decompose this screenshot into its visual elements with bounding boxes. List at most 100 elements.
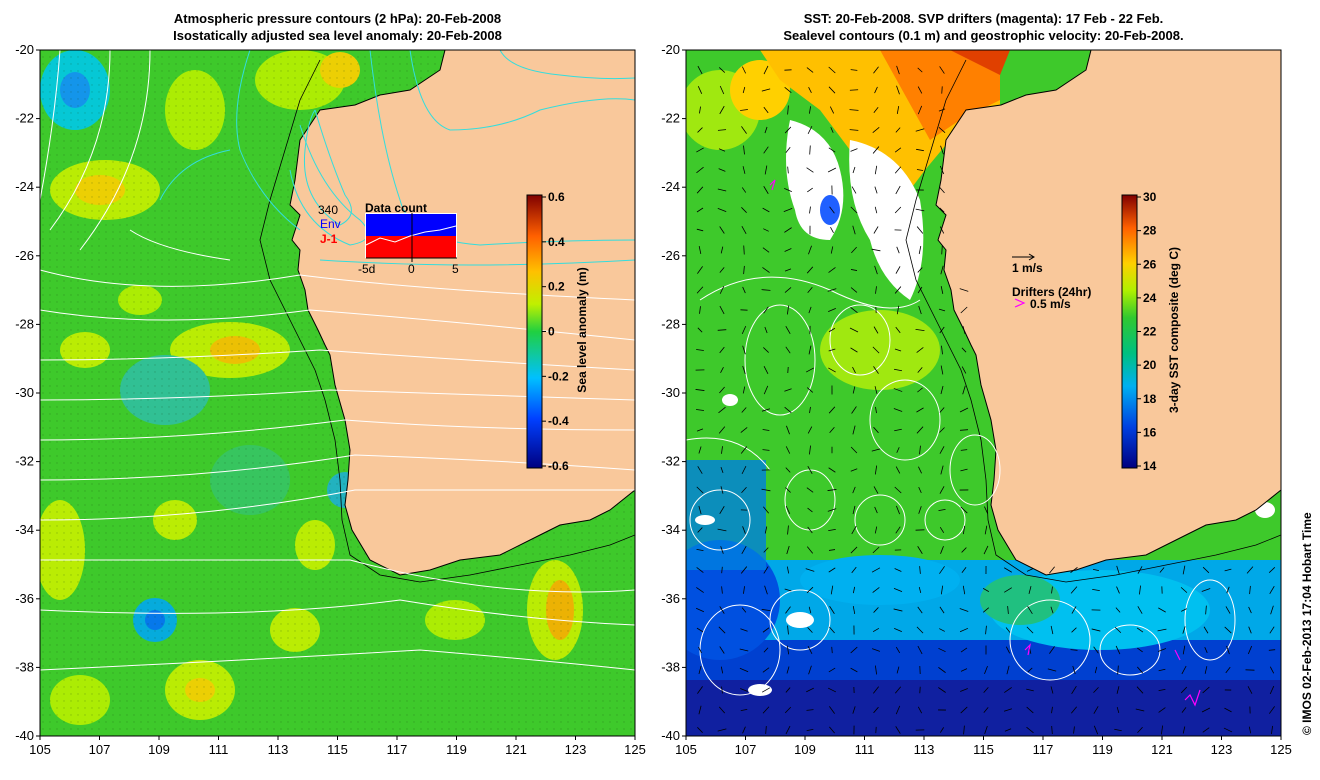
- velocity-arrow: [962, 326, 966, 334]
- velocity-arrow: [1005, 646, 1011, 654]
- velocity-arrow: [1157, 648, 1167, 652]
- velocity-arrow: [916, 148, 924, 152]
- velocity-arrow: [740, 446, 748, 454]
- velocity-arrow: [828, 66, 836, 74]
- velocity-arrow: [894, 286, 902, 294]
- velocity-arrow: [1181, 608, 1187, 612]
- sla-colorbar-tick-label: 0.6: [548, 190, 565, 204]
- velocity-arrow: [808, 665, 812, 675]
- velocity-arrow: [915, 128, 925, 132]
- sla-colorbar-tick-label: -0.2: [548, 369, 569, 383]
- velocity-arrow: [739, 648, 749, 652]
- velocity-arrow: [916, 426, 924, 434]
- sst-colorbar-tick-label: 22: [1143, 325, 1157, 339]
- velocity-arrow: [807, 465, 813, 475]
- velocity-arrow: [740, 109, 748, 111]
- velocity-arrow: [761, 488, 771, 492]
- velocity-arrow: [1050, 686, 1054, 694]
- velocity-arrow: [719, 226, 725, 234]
- velocity-arrow: [873, 607, 879, 613]
- velocity-arrow: [939, 446, 945, 454]
- velocity-arrow: [785, 725, 791, 735]
- velocity-arrow: [1116, 706, 1120, 714]
- right-shelf-contour: [905, 59, 1281, 583]
- velocity-arrow: [983, 545, 989, 555]
- velocity-arrow: [827, 508, 837, 512]
- velocity-arrow: [871, 448, 881, 452]
- velocity-arrow: [939, 628, 945, 632]
- velocity-arrow: [959, 608, 969, 612]
- velocity-arrow: [785, 606, 791, 614]
- right-map: 1 m/s Drifters (24hr) 0.5 m/s 30 28 26 24 22…: [686, 50, 1281, 736]
- velocity-arrow: [1226, 586, 1230, 594]
- velocity-arrow: [763, 306, 769, 314]
- velocity-arrow: [827, 167, 837, 173]
- velocity-arrow: [963, 725, 965, 735]
- j1-label: J-1: [320, 232, 338, 246]
- left-lon-tick-label: 115: [327, 742, 348, 757]
- velocity-arrow: [1202, 566, 1210, 574]
- left-title-line1: Atmospheric pressure contours (2 hPa): 2…: [173, 11, 502, 26]
- velocity-arrow: [939, 165, 945, 175]
- velocity-arrow: [1249, 585, 1251, 595]
- velocity-arrow: [873, 107, 879, 113]
- velocity-arrow: [1135, 708, 1145, 712]
- velocity-arrow: [806, 709, 814, 711]
- velocity-arrow: [809, 106, 811, 114]
- velocity-arrow: [894, 428, 902, 432]
- velocity-arrow: [717, 728, 727, 732]
- right-title-line2: Sealevel contours (0.1 m) and geostrophi…: [783, 28, 1184, 43]
- velocity-arrow: [719, 386, 725, 394]
- velocity-arrow: [1182, 645, 1186, 655]
- velocity-arrow: [696, 587, 704, 593]
- velocity-arrow: [787, 105, 789, 115]
- velocity-arrow: [1026, 568, 1034, 572]
- velocity-arrow: [786, 425, 790, 435]
- velocity-arrow: [960, 506, 968, 514]
- velocity-arrow: [828, 367, 836, 373]
- velocity-arrow: [850, 546, 858, 554]
- velocity-arrow: [809, 406, 811, 414]
- velocity-arrow: [896, 305, 900, 315]
- velocity-arrow: [763, 385, 769, 395]
- velocity-arrow: [873, 426, 879, 434]
- velocity-arrow: [851, 406, 857, 414]
- velocity-arrow: [698, 705, 702, 715]
- velocity-arrow: [697, 127, 703, 133]
- velocity-arrow: [983, 707, 989, 713]
- data-count-inset: Data count 340 Env J-1 -5d 0 5: [318, 201, 459, 276]
- velocity-arrow: [1269, 685, 1275, 695]
- velocity-arrow: [807, 125, 813, 135]
- velocity-arrow: [896, 85, 900, 95]
- velocity-arrow: [918, 305, 922, 315]
- velocity-arrow: [828, 667, 836, 673]
- velocity-arrow: [786, 645, 790, 655]
- velocity-arrow: [940, 546, 944, 554]
- left-lat-tick-label: -36: [15, 591, 34, 606]
- velocity-arrow: [1004, 587, 1012, 593]
- velocity-arrow: [697, 266, 703, 274]
- velocity-arrow: [741, 126, 747, 134]
- velocity-arrow: [894, 568, 902, 572]
- velocity-arrow: [720, 366, 724, 374]
- velocity-arrow: [829, 726, 835, 734]
- velocity-arrow: [764, 585, 768, 595]
- velocity-arrow: [1093, 646, 1099, 654]
- velocity-arrow: [787, 166, 789, 174]
- velocity-arrow: [1051, 725, 1053, 735]
- credit-text: © IMOS 02-Feb-2013 17:04 Hobart Time: [1300, 512, 1314, 735]
- velocity-arrow: [742, 526, 746, 534]
- velocity-arrow: [741, 486, 747, 494]
- velocity-arrow: [871, 567, 881, 573]
- velocity-arrow: [1247, 645, 1253, 655]
- velocity-arrow: [763, 228, 769, 232]
- velocity-arrow: [806, 387, 814, 393]
- velocity-arrow: [784, 227, 792, 233]
- right-lon-tick-label: 119: [1092, 742, 1113, 757]
- velocity-arrow: [917, 706, 923, 714]
- sla-colorbar-tick-label: -0.6: [548, 459, 569, 473]
- velocity-arrow: [785, 346, 791, 354]
- velocity-arrow: [852, 505, 856, 515]
- right-lon-tick-label: 109: [794, 742, 816, 757]
- velocity-arrow: [895, 646, 901, 654]
